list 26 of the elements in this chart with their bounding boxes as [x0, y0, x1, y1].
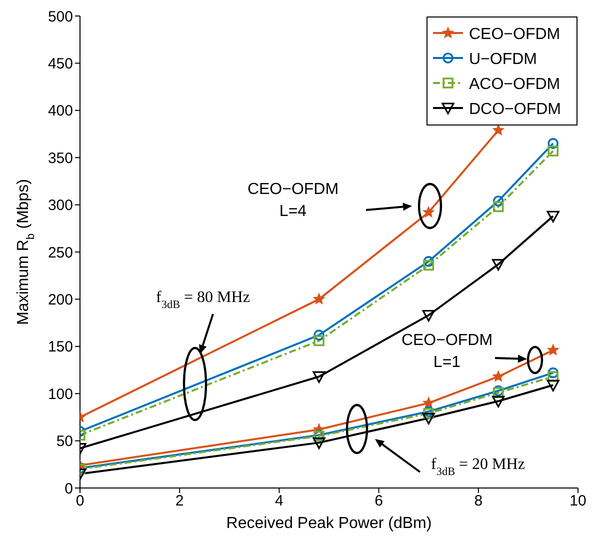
y-tick-label: 500 [48, 8, 73, 26]
annotation: f$_{3dB}$ = 20 MHz [431, 456, 525, 478]
y-tick-label: 250 [48, 244, 73, 262]
y-tick-label: 300 [48, 197, 73, 214]
annotation: CEO−OFDM L=4 [247, 181, 339, 220]
y-tick-label: 400 [48, 102, 73, 120]
x-axis-title: Received Peak Power (dBm) [226, 515, 432, 532]
y-tick-label: 450 [48, 56, 73, 73]
legend-label: U−OFDM [469, 51, 537, 68]
x-tick-label: 0 [76, 492, 84, 510]
y-tick-label: 100 [48, 386, 73, 403]
x-tick-label: 10 [570, 492, 586, 510]
legend-label: DCO−OFDM [469, 101, 561, 118]
annotation: f$_{3dB}$ = 80 MHz [156, 289, 250, 311]
x-tick-label: 2 [175, 492, 184, 510]
legend-label: ACO−OFDM [469, 76, 560, 93]
x-tick-label: 6 [374, 492, 383, 510]
y-tick-label: 50 [56, 433, 73, 450]
annotation: CEO−OFDM L=1 [401, 332, 493, 371]
y-tick-label: 0 [64, 480, 73, 498]
y-tick-label: 350 [48, 150, 73, 167]
y-tick-label: 200 [48, 292, 73, 309]
x-tick-label: 4 [275, 492, 284, 510]
legend-label: CEO−OFDM [469, 26, 560, 43]
y-tick-label: 150 [48, 338, 73, 356]
x-tick-label: 8 [474, 492, 483, 510]
